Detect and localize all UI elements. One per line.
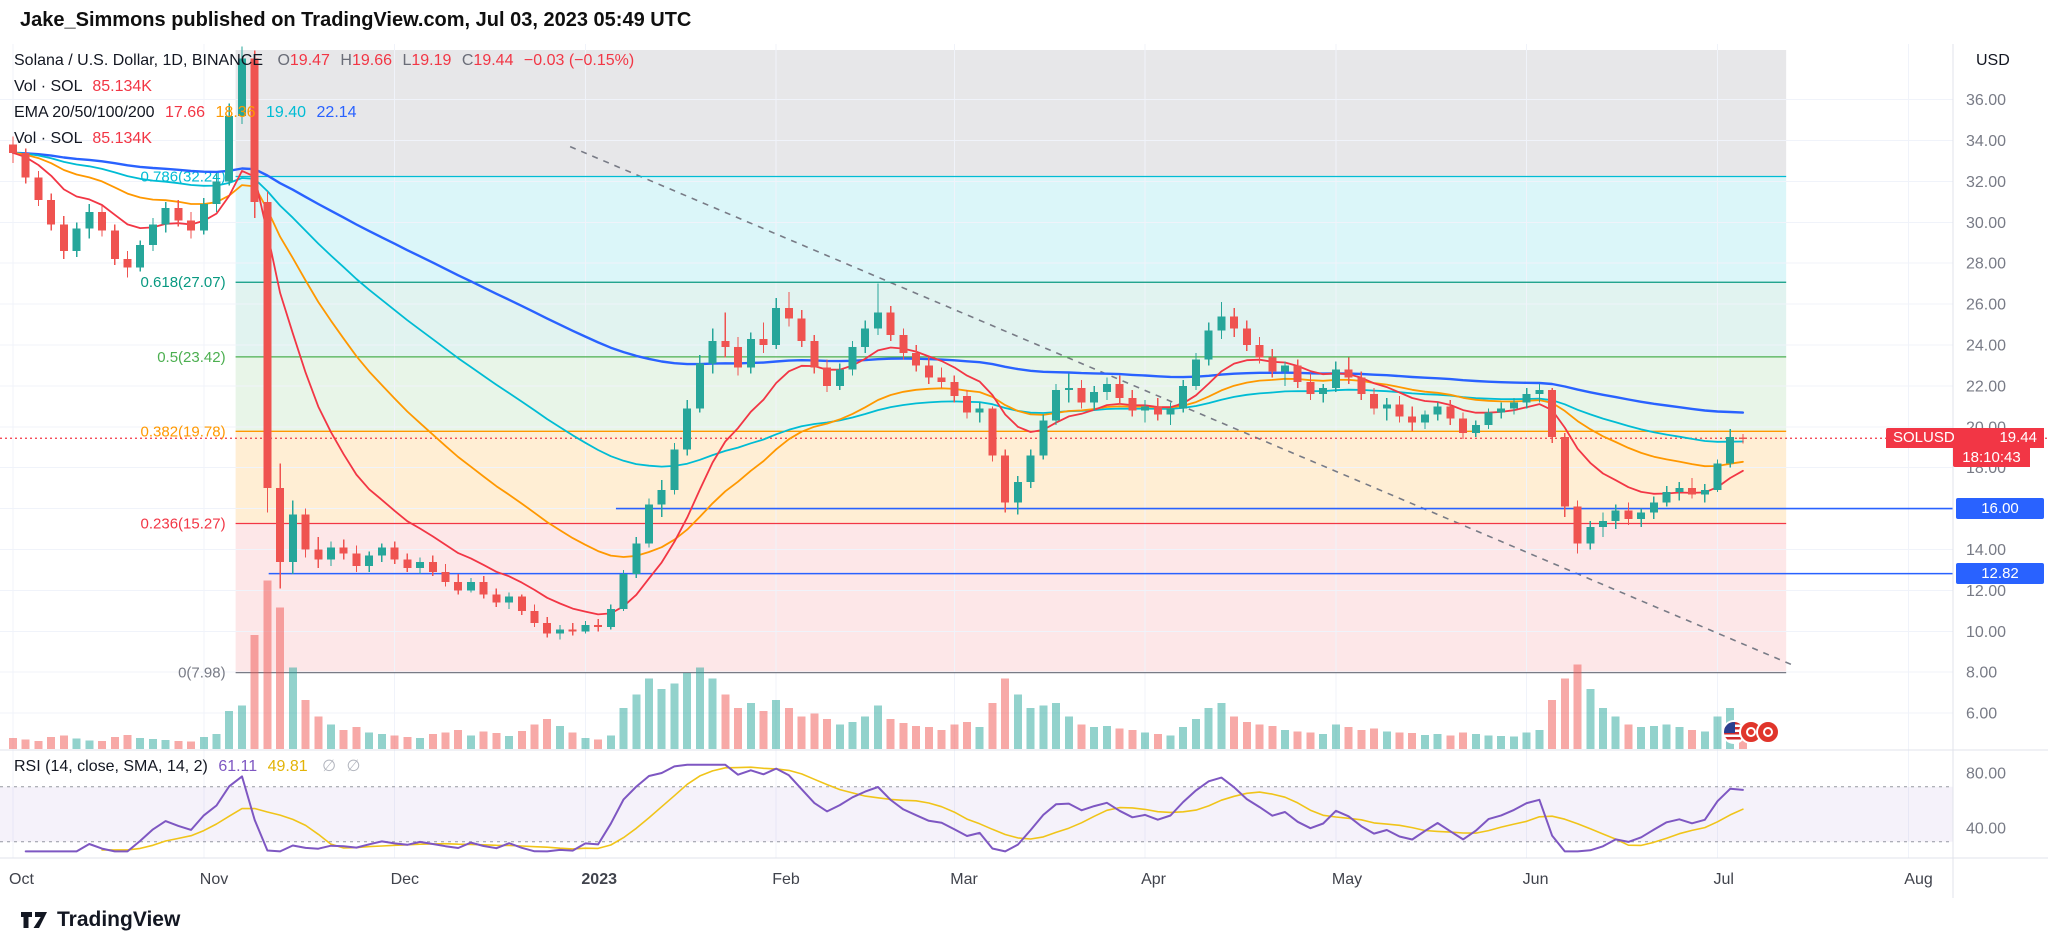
rsi-empty-1: ∅ [322,758,337,775]
ema-legend-row[interactable]: EMA 20/50/100/200 17.66 18.36 19.40 22.1… [14,100,634,126]
tradingview-brand[interactable]: TradingView [20,908,180,932]
volume-label: Vol · SOL [14,78,82,95]
close-label: C [461,52,474,69]
ema-label: EMA 20/50/100/200 [14,104,155,121]
candles[interactable] [9,46,1747,640]
main-legend: Solana / U.S. Dollar, 1D, BINANCE O19.47… [14,48,634,152]
volume-bars [9,580,1747,749]
price-tick-label: 30.00 [1966,215,2006,232]
rsi-empty-2: ∅ [346,758,361,775]
price-tick-label: 24.00 [1966,338,2006,355]
price-badge-value: 19.44 [1999,429,2037,446]
open-label: O [277,52,290,69]
ema-line-50[interactable] [12,151,1744,558]
volume2-legend-row[interactable]: Vol · SOL 85.134K [14,126,634,152]
price-line-badge-12-82[interactable]: 12.82 [1956,563,2044,584]
time-tick-label: Oct [9,871,34,888]
low-value: 19.19 [411,52,452,69]
high-value: 19.66 [351,52,392,69]
rsi-line[interactable] [24,763,1744,853]
event-icons[interactable] [1722,720,1780,744]
price-tick-label: 6.00 [1966,706,1997,723]
tradingview-brand-name: TradingView [57,908,181,931]
price-badge-countdown: 18:10:43 [1953,448,2030,467]
rsi-sma-value: 49.81 [267,758,308,775]
change-value: −0.03 (−0.15%) [523,52,635,69]
time-tick-label: Jul [1713,871,1733,888]
fib-label: 0.618(27.07) [141,274,226,291]
time-tick-label: 2023 [581,871,617,888]
time-tick-label: Aug [1904,871,1932,888]
rsi-label: RSI (14, close, SMA, 14, 2) [14,758,208,775]
price-tick-label: 8.00 [1966,665,1997,682]
rsi-sma-line[interactable] [101,766,1744,851]
currency-label[interactable]: USD [1976,52,2010,69]
time-tick-label: Feb [772,871,800,888]
ema-line-200[interactable] [11,151,1745,414]
low-label: L [402,52,412,69]
event-icon-2[interactable] [1756,720,1780,744]
fib-label: 0.5(23.42) [157,349,225,366]
symbol-title: Solana / U.S. Dollar, 1D, BINANCE [14,52,263,69]
time-axis[interactable]: Oct Nov Dec 2023 Feb Mar Apr May Jun Jul Aug [9,871,1933,888]
current-price-badge: SOLUSD 19.44 18:10:43 [1886,428,2044,467]
rsi-pane [0,786,1953,843]
symbol-legend-row[interactable]: Solana / U.S. Dollar, 1D, BINANCE O19.47… [14,48,634,74]
price-badge-symbol: SOLUSD [1893,429,1955,446]
chart-area[interactable]: 0.786(32.24) 0.618(27.07) 0.5(23.42) 0.382(… [0,44,2048,898]
fib-label: 0.382(19.78) [141,423,226,440]
rsi-value: 61.11 [218,758,258,775]
volume2-value: 85.134K [92,130,152,147]
price-tick-label: 28.00 [1966,256,2006,273]
volume-legend-row[interactable]: Vol · SOL 85.134K [14,74,634,100]
rsi-tick-label: 40.00 [1966,821,2006,838]
volume2-label: Vol · SOL [14,130,82,147]
price-tick-label: 26.00 [1966,297,2006,314]
chart-canvas[interactable]: 0.786(32.24)0.618(27.07)0.5(23.42)0.382(… [0,44,2048,898]
time-tick-label: Nov [200,871,228,888]
close-value: 19.44 [473,52,514,69]
price-tick-label: 12.00 [1966,583,2006,600]
ema20-value: 17.66 [165,104,206,121]
ema50-value: 18.36 [215,104,256,121]
time-tick-label: Mar [950,871,978,888]
price-tick-label: 22.00 [1966,378,2006,395]
price-line-badge-16[interactable]: 16.00 [1956,498,2044,519]
tradingview-logo-icon [21,912,47,928]
fib-levels[interactable]: 0.786(32.24)0.618(27.07)0.5(23.42)0.382(… [141,168,1787,682]
rsi-legend-row[interactable]: RSI (14, close, SMA, 14, 2) 61.11 49.81 … [14,756,360,776]
us-flag-blue-field [1724,722,1735,733]
open-value: 19.47 [289,52,330,69]
time-tick-label: May [1332,871,1362,888]
price-tick-label: 36.00 [1966,92,2006,109]
event-icon-ring-2 [1763,727,1773,737]
price-tick-label: 34.00 [1966,133,2006,150]
time-tick-label: Apr [1141,871,1167,888]
fib-label: 0(7.98) [178,665,226,682]
header-bar: Jake_Simmons published on TradingView.co… [0,0,2048,44]
pane-separators [0,44,2048,898]
byline: Jake_Simmons published on TradingView.co… [20,9,692,31]
ema-line-20[interactable] [12,151,1744,616]
event-icon-ring [1746,727,1756,737]
price-tick-label: 10.00 [1966,624,2006,641]
footer-bar: TradingView [0,898,2048,944]
time-tick-label: Jun [1523,871,1549,888]
price-tick-label: 32.00 [1966,174,2006,191]
rsi-tick-label: 80.00 [1966,766,2006,783]
volume-value: 85.134K [92,78,152,95]
high-label: H [340,52,352,69]
time-tick-label: Dec [391,871,419,888]
ema200-value: 22.14 [316,104,357,121]
fib-label: 0.236(15.27) [141,516,226,533]
ema100-value: 19.40 [266,104,307,121]
price-tick-label: 14.00 [1966,542,2006,559]
